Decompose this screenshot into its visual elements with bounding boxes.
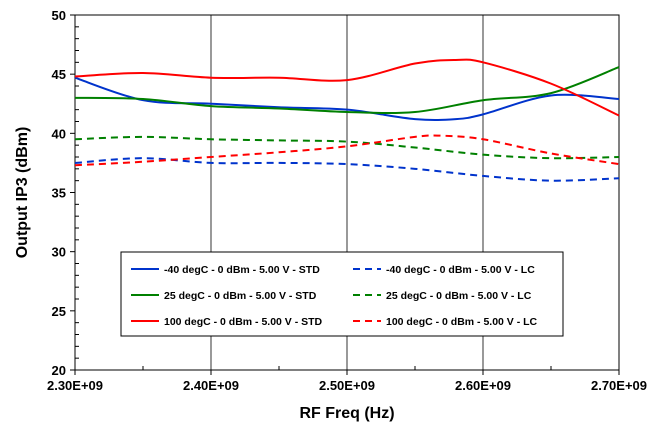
y-tick-label: 30 <box>52 245 66 260</box>
series-layer <box>74 58 620 182</box>
legend: -40 degC - 0 dBm - 5.00 V - STD -40 degC … <box>120 251 564 337</box>
series-line-25-degc-0-dbm-5-00-v-std <box>74 66 620 115</box>
legend-entry: -40 degC - 0 dBm - 5.00 V - STD <box>164 264 320 276</box>
y-tick-label: 35 <box>52 186 66 201</box>
legend-entry: 100 degC - 0 dBm - 5.00 V - LC <box>386 316 538 328</box>
series-line-25-degc-0-dbm-5-00-v-lc <box>74 135 620 160</box>
legend-entry: 25 degC - 0 dBm - 5.00 V - STD <box>164 290 317 302</box>
y-tick-label: 20 <box>52 363 66 378</box>
x-tick-label: 2.60E+09 <box>455 378 511 393</box>
y-tick-label: 25 <box>52 304 66 319</box>
x-tick-label: 2.50E+09 <box>319 378 375 393</box>
x-axis-title: RF Freq (Hz) <box>299 405 394 422</box>
y-tick-label: 45 <box>52 67 66 82</box>
series-line-40-degc-0-dbm-5-00-v-lc <box>74 157 620 182</box>
y-tick-label: 50 <box>52 8 66 23</box>
x-tick-label: 2.70E+09 <box>591 378 647 393</box>
x-tick-label: 2.30E+09 <box>47 378 103 393</box>
x-tick-label: 2.40E+09 <box>183 378 239 393</box>
legend-box <box>120 251 564 337</box>
series-line-100-degc-0-dbm-5-00-v-lc <box>74 134 620 167</box>
legend-entry: 25 degC - 0 dBm - 5.00 V - LC <box>386 290 532 302</box>
y-tick-label: 40 <box>52 126 66 141</box>
legend-entry: -40 degC - 0 dBm - 5.00 V - LC <box>386 264 535 276</box>
y-axis-title: Output IP3 (dBm) <box>14 127 31 259</box>
legend-entry: 100 degC - 0 dBm - 5.00 V - STD <box>164 316 323 328</box>
axis-labels: 2.30E+09 2.40E+09 2.50E+09 2.60E+09 2.70E+09… <box>47 8 647 393</box>
series-line-100-degc-0-dbm-5-00-v-std <box>74 58 620 117</box>
